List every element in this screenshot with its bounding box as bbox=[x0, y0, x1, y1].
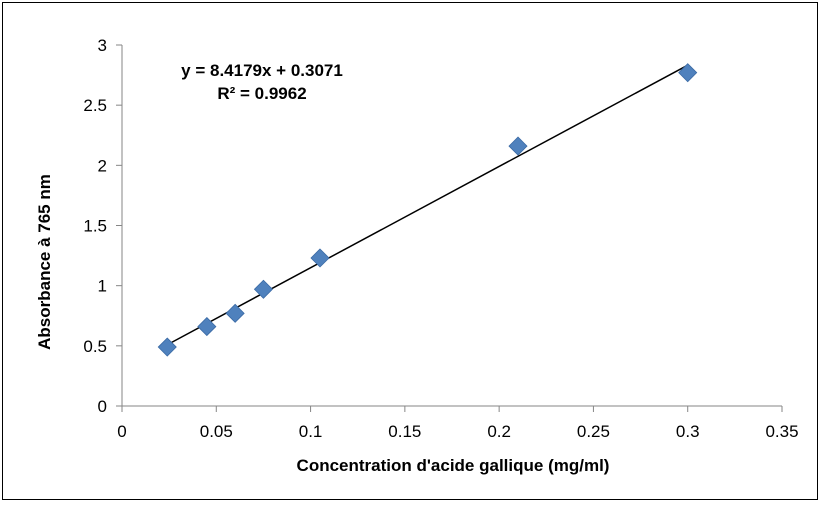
data-point bbox=[508, 136, 528, 156]
x-tick-label: 0.25 bbox=[577, 422, 610, 441]
y-tick-label: 2.5 bbox=[83, 96, 107, 115]
x-axis-title: Concentration d'acide gallique (mg/ml) bbox=[297, 456, 610, 475]
y-tick-label: 3 bbox=[98, 36, 107, 55]
x-tick-label: 0.05 bbox=[200, 422, 233, 441]
data-point bbox=[197, 317, 217, 337]
y-tick-label: 0.5 bbox=[83, 337, 107, 356]
equation-label: y = 8.4179x + 0.3071 bbox=[181, 61, 343, 80]
data-point bbox=[253, 279, 273, 299]
chart-border bbox=[2, 2, 818, 500]
y-axis-title: Absorbance à 765 nm bbox=[35, 174, 54, 350]
data-point bbox=[225, 303, 245, 323]
tick-labels: 0 0.05 0.1 0.15 0.2 0.25 0.3 0.35 0 0.5 1 1.5 2 2.5 3 bbox=[83, 36, 798, 441]
data-points bbox=[157, 63, 698, 357]
axes bbox=[116, 44, 783, 412]
x-tick-label: 0.2 bbox=[487, 422, 511, 441]
x-tick-label: 0.1 bbox=[299, 422, 323, 441]
x-tick-label: 0.3 bbox=[676, 422, 700, 441]
data-point bbox=[678, 63, 698, 83]
y-tick-label: 2 bbox=[98, 156, 107, 175]
x-tick-label: 0.35 bbox=[765, 422, 798, 441]
r-squared-label: R² = 0.9962 bbox=[217, 84, 306, 103]
y-tick-label: 0 bbox=[98, 397, 107, 416]
trendline-group bbox=[166, 64, 689, 346]
x-tick-label: 0.15 bbox=[388, 422, 421, 441]
x-tick-label: 0 bbox=[117, 422, 126, 441]
trendline bbox=[166, 64, 689, 346]
y-tick-label: 1.5 bbox=[83, 217, 107, 236]
data-point bbox=[310, 248, 330, 268]
y-tick-label: 1 bbox=[98, 277, 107, 296]
data-point bbox=[157, 337, 177, 357]
